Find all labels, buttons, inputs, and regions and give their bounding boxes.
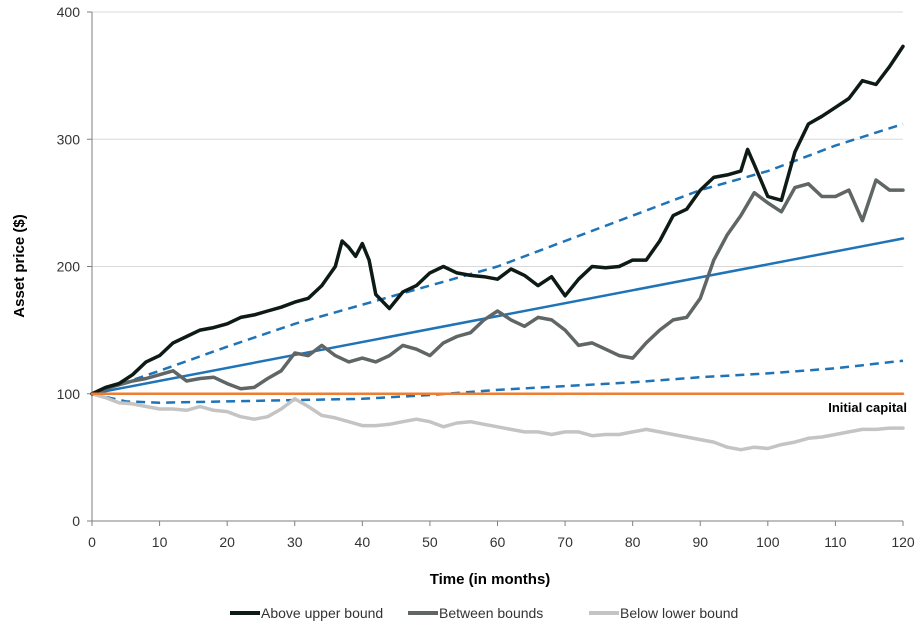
legend-label: Between bounds xyxy=(439,605,543,621)
initial-capital-label: Initial capital xyxy=(828,400,907,415)
x-tick-label: 120 xyxy=(891,534,915,550)
legend: Above upper bound Between bounds Below low… xyxy=(230,605,738,621)
y-tick-label: 400 xyxy=(57,4,81,20)
x-tick-label: 110 xyxy=(824,534,847,550)
x-tick-label: 20 xyxy=(219,534,235,550)
x-tick-label: 40 xyxy=(355,534,371,550)
expected-value-line xyxy=(90,237,905,396)
x-tick-label: 10 xyxy=(152,534,168,550)
below-lower-bound-line xyxy=(90,392,905,452)
y-tick-label: 200 xyxy=(57,259,81,275)
between-bounds-line xyxy=(90,178,905,396)
x-tick-label: 0 xyxy=(88,534,96,550)
bound-line xyxy=(91,122,904,395)
y-tick-label: 100 xyxy=(57,386,81,402)
x-tick-label: 70 xyxy=(557,534,573,550)
above-upper-bound-line xyxy=(90,44,905,396)
grid-lines xyxy=(92,11,903,395)
x-tick-labels: 0 10 20 30 40 50 60 70 80 90 100 110 120 xyxy=(88,534,915,550)
y-tick-label: 300 xyxy=(57,131,81,147)
x-tick-label: 80 xyxy=(625,534,641,550)
y-tick-labels: 0 100 200 300 400 xyxy=(57,4,81,529)
legend-label: Above upper bound xyxy=(261,605,383,621)
axes xyxy=(87,11,904,526)
x-tick-label: 90 xyxy=(692,534,708,550)
legend-label: Below lower bound xyxy=(620,605,738,621)
bound-line xyxy=(91,359,904,404)
x-axis-title: Time (in months) xyxy=(430,571,551,588)
y-axis-title: Asset price ($) xyxy=(11,214,28,317)
x-tick-label: 30 xyxy=(287,534,303,550)
y-tick-label: 0 xyxy=(72,513,80,529)
plot-series xyxy=(90,44,905,452)
x-tick-label: 60 xyxy=(490,534,506,550)
x-tick-label: 100 xyxy=(756,534,780,550)
x-tick-label: 50 xyxy=(422,534,438,550)
